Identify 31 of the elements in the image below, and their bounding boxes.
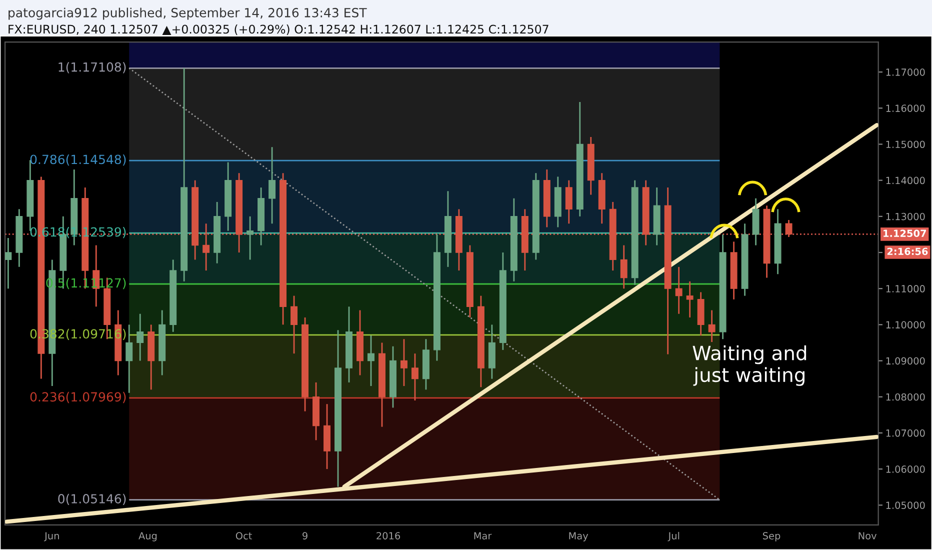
y-tick-label: 1.06000 bbox=[886, 466, 925, 473]
y-tick-label: 1.09000 bbox=[886, 357, 925, 365]
y-tick-label: 1.14000 bbox=[886, 176, 925, 184]
annotation: Waiting and just waiting bbox=[692, 345, 806, 386]
y-tick-label: 1.11000 bbox=[886, 285, 925, 292]
y-tick-label: 1.08000 bbox=[886, 393, 925, 401]
y-tick-label: 1.13000 bbox=[886, 212, 925, 220]
y-tick-label: 1.16000 bbox=[886, 104, 925, 112]
ref-line-label: 0(1.05146) bbox=[58, 494, 126, 505]
x-tick-label: Oct bbox=[236, 532, 252, 540]
y-tick-label: 1.15000 bbox=[886, 140, 925, 148]
x-tick-label: Mar bbox=[474, 532, 492, 540]
y-tick-label: 1.10000 bbox=[886, 321, 925, 328]
x-tick-label: 2016 bbox=[376, 532, 400, 540]
y-tick-label: 1.17000 bbox=[886, 68, 925, 76]
chart-subtitle: FX:EURUSD, 240 1.12507 ▲+0.00325 (+0.29%) O:1.12542 H:1.12607 L:1.12425 C:1.12507 bbox=[8, 24, 548, 36]
y-tick-label: 1.07000 bbox=[886, 429, 925, 437]
x-tick-label: Jul bbox=[668, 532, 680, 542]
x-tick-label: Aug bbox=[138, 532, 157, 542]
ref-line-label: 1(1.17108) bbox=[58, 62, 126, 74]
x-tick-label: May bbox=[569, 532, 588, 542]
chart-title: patogarcia912 published, September 14, 2016 13:43 EST bbox=[8, 8, 367, 20]
x-tick-label: Nov bbox=[858, 532, 877, 540]
x-tick-label: Jun bbox=[44, 532, 59, 542]
ref-line-label: 0.786(1.14548) bbox=[30, 154, 126, 166]
ref-line-label: 1.12507 bbox=[884, 230, 926, 238]
y-tick-label: 1.05000 bbox=[886, 502, 925, 509]
text: 2:16:56 bbox=[887, 248, 928, 256]
x-tick-label: Sep bbox=[762, 532, 780, 542]
ref-line-label: 0.236(1.07969) bbox=[30, 392, 126, 404]
x-tick-label: 9 bbox=[302, 532, 308, 540]
